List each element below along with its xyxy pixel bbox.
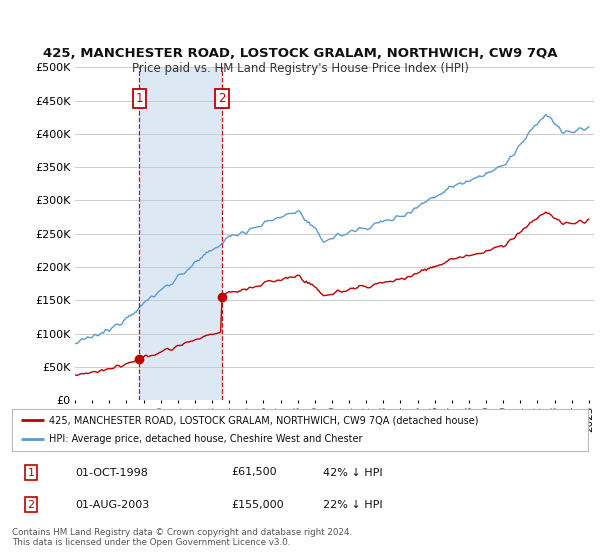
Text: £155,000: £155,000 <box>231 500 284 510</box>
Text: 01-OCT-1998: 01-OCT-1998 <box>76 468 148 478</box>
Text: HPI: Average price, detached house, Cheshire West and Chester: HPI: Average price, detached house, Ches… <box>49 435 363 445</box>
Text: 42% ↓ HPI: 42% ↓ HPI <box>323 468 383 478</box>
Text: 1: 1 <box>136 92 143 105</box>
Text: Contains HM Land Registry data © Crown copyright and database right 2024.
This d: Contains HM Land Registry data © Crown c… <box>12 528 352 547</box>
Text: 1: 1 <box>28 468 35 478</box>
Text: £61,500: £61,500 <box>231 468 277 478</box>
Text: 22% ↓ HPI: 22% ↓ HPI <box>323 500 383 510</box>
Text: 425, MANCHESTER ROAD, LOSTOCK GRALAM, NORTHWICH, CW9 7QA (detached house): 425, MANCHESTER ROAD, LOSTOCK GRALAM, NO… <box>49 415 479 425</box>
Bar <box>139 67 222 400</box>
Text: 2: 2 <box>28 500 35 510</box>
Text: Price paid vs. HM Land Registry's House Price Index (HPI): Price paid vs. HM Land Registry's House … <box>131 62 469 74</box>
Text: 425, MANCHESTER ROAD, LOSTOCK GRALAM, NORTHWICH, CW9 7QA: 425, MANCHESTER ROAD, LOSTOCK GRALAM, NO… <box>43 47 557 60</box>
Text: 01-AUG-2003: 01-AUG-2003 <box>76 500 149 510</box>
Text: 2: 2 <box>218 92 226 105</box>
